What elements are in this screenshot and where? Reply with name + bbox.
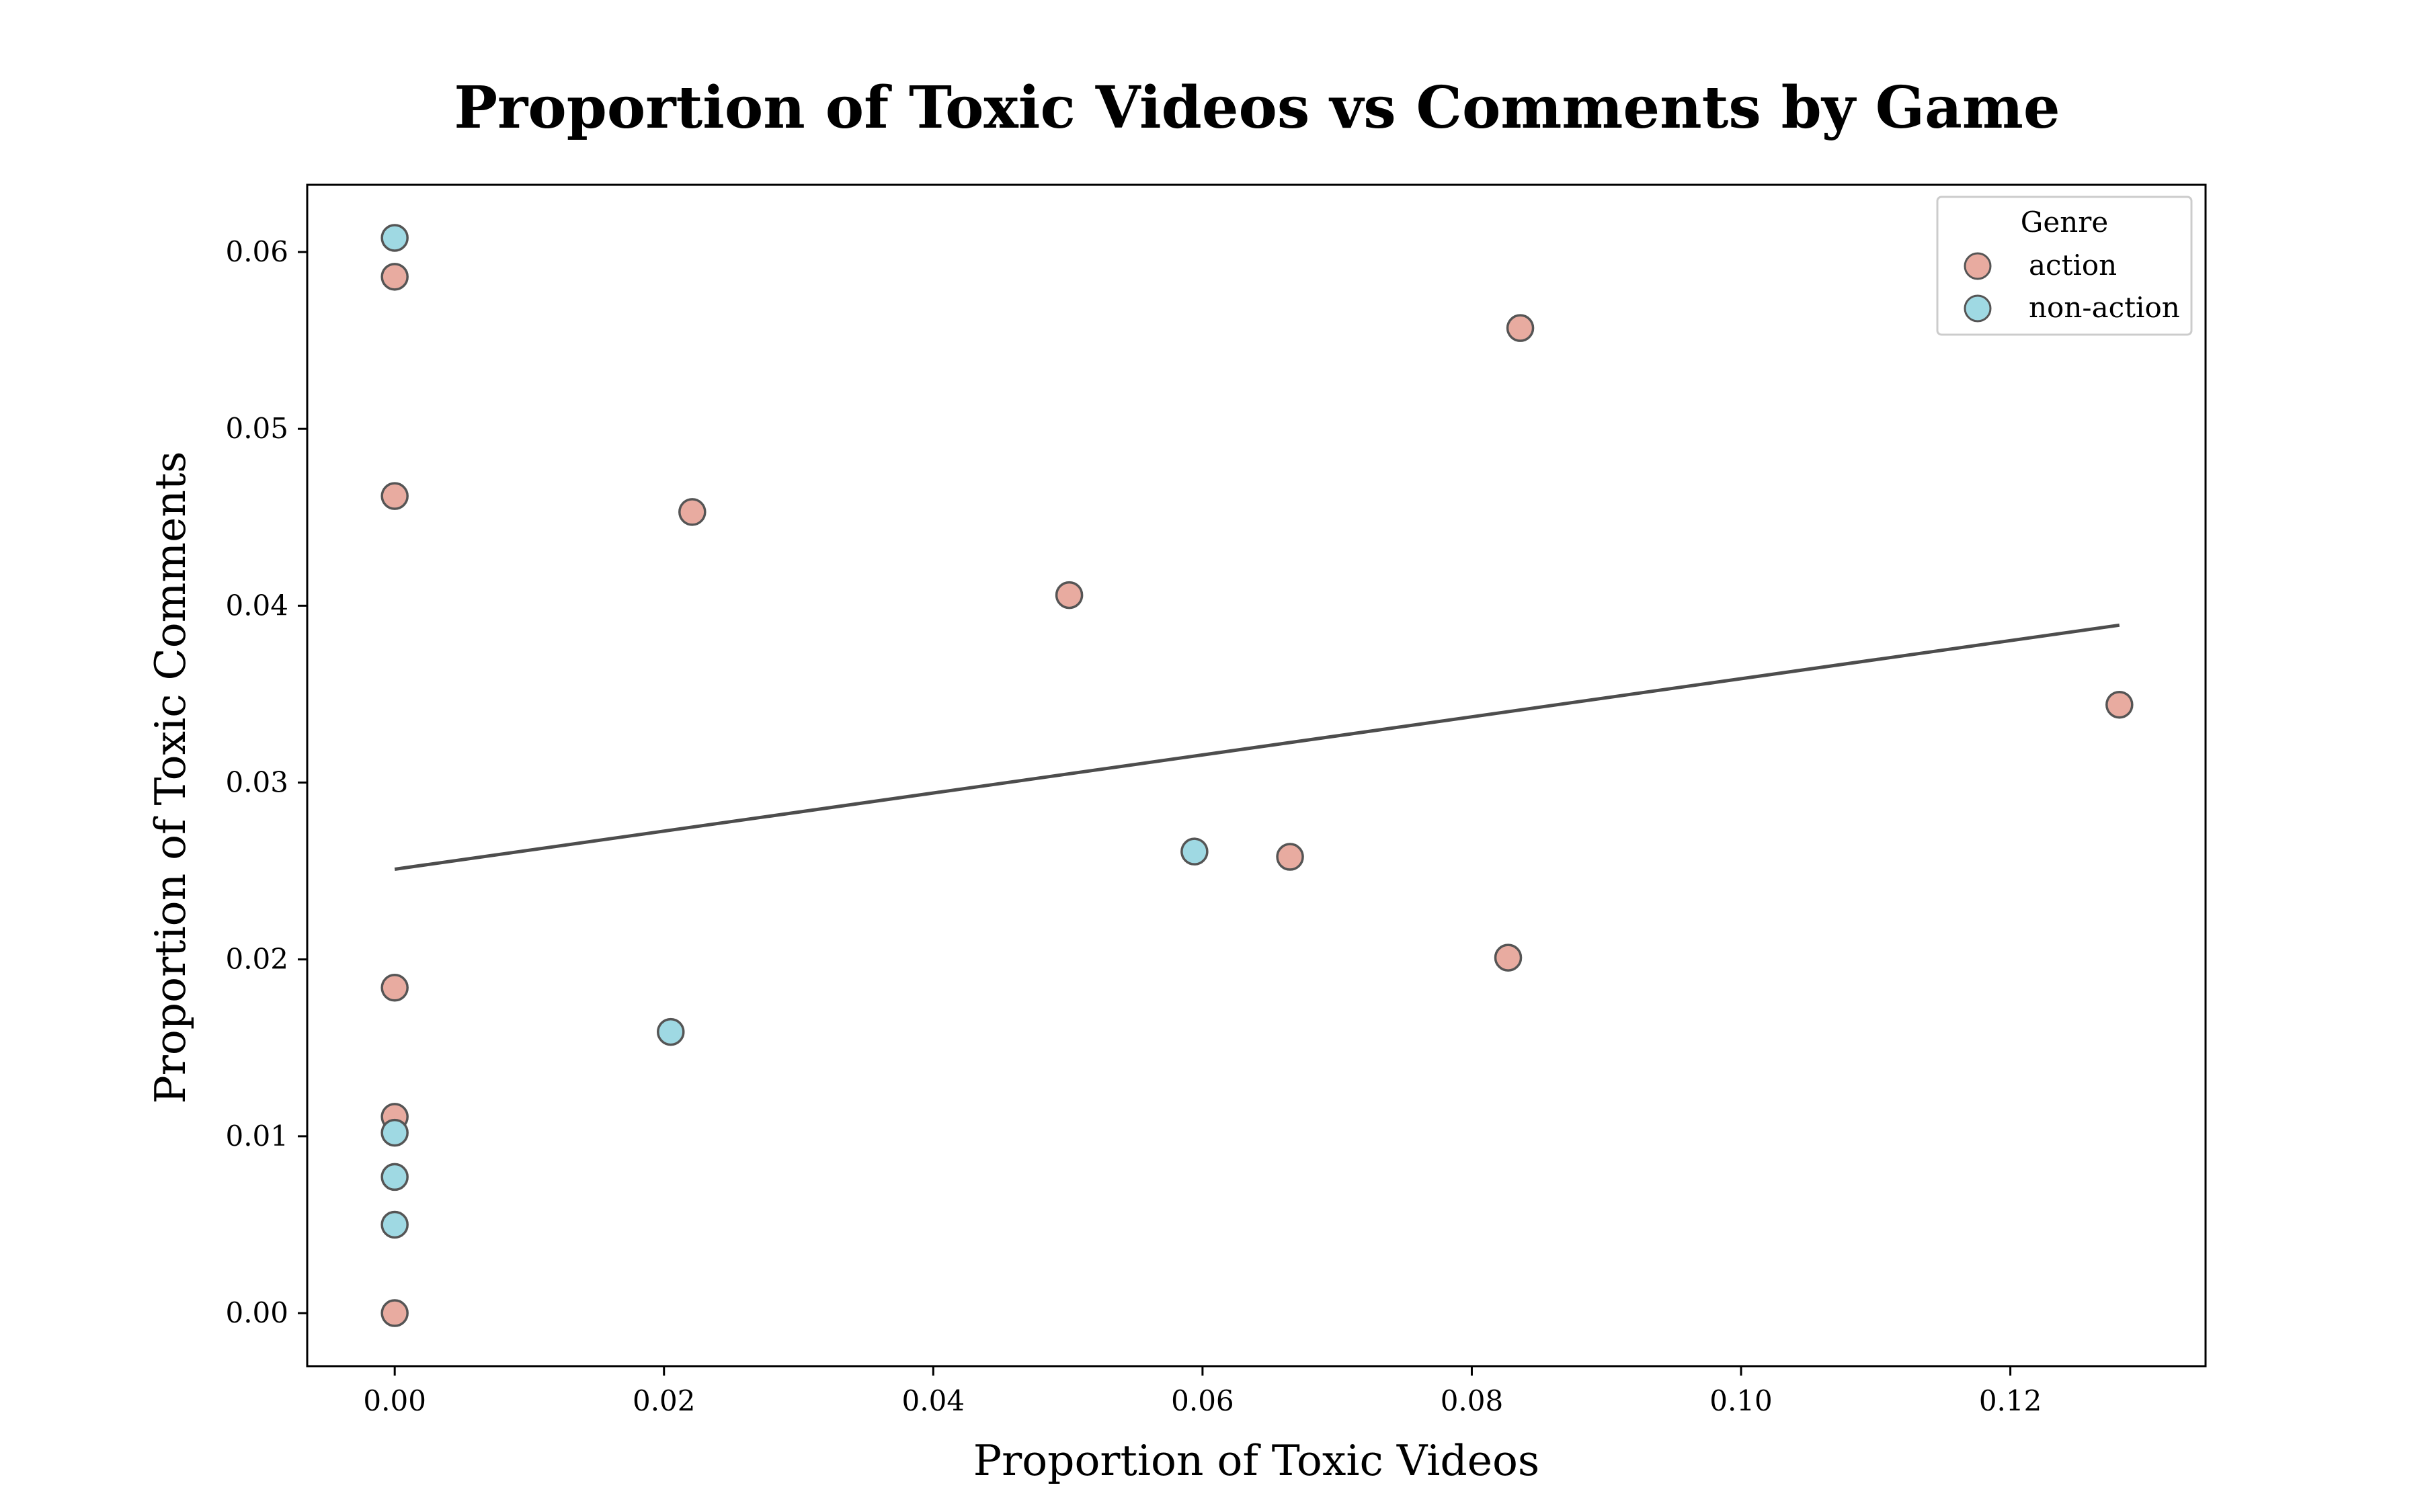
x-axis-label: Proportion of Toxic Videos (973, 1436, 1540, 1485)
legend-box (1936, 196, 2193, 336)
point-non-action (380, 1210, 409, 1239)
x-tick-label: 0.02 (633, 1384, 696, 1417)
chart-title: Proportion of Toxic Videos vs Comments b… (454, 74, 2060, 142)
point-action (380, 974, 409, 1002)
x-tick-label: 0.04 (902, 1384, 965, 1417)
legend-title: Genre (2021, 206, 2108, 239)
point-action (1276, 843, 1304, 871)
legend-label-non-action: non-action (2029, 291, 2180, 324)
legend: Genre action non-action (1936, 196, 2193, 336)
y-axis-label: Proportion of Toxic Comments (146, 451, 195, 1103)
legend-marker-non-action (1964, 294, 1992, 323)
point-action (380, 1299, 409, 1327)
y-tick-label: 0.06 (225, 235, 288, 268)
point-action (1055, 581, 1084, 610)
point-action (1506, 314, 1535, 342)
point-action (678, 498, 707, 526)
y-tick-label: 0.02 (225, 943, 288, 976)
y-tick-label: 0.01 (225, 1120, 288, 1152)
y-tick-label: 0.04 (225, 589, 288, 622)
trend-line (394, 623, 2120, 871)
x-tick-label: 0.12 (1979, 1384, 2042, 1417)
x-tick-label: 0.10 (1709, 1384, 1773, 1417)
point-action (1494, 943, 1523, 972)
point-non-action (657, 1017, 685, 1046)
legend-marker-action (1964, 252, 1992, 280)
point-non-action (380, 1118, 409, 1147)
point-action (380, 263, 409, 291)
point-non-action (380, 1163, 409, 1191)
x-tick-label: 0.06 (1171, 1384, 1234, 1417)
y-tick-label: 0.00 (225, 1296, 288, 1329)
point-non-action (1180, 837, 1209, 866)
point-non-action (380, 224, 409, 252)
y-tick-label: 0.05 (225, 412, 288, 445)
point-action (2105, 690, 2134, 719)
x-tick-label: 0.00 (363, 1384, 426, 1417)
y-tick-label: 0.03 (225, 766, 288, 799)
legend-label-action: action (2029, 249, 2117, 282)
x-tick-label: 0.08 (1441, 1384, 1504, 1417)
point-action (380, 482, 409, 510)
plot-area: 0.00 0.02 0.04 0.06 0.08 0.10 0.12 0.00 0.01 0.02… (225, 224, 2134, 1417)
plot-frame (306, 183, 2207, 1368)
